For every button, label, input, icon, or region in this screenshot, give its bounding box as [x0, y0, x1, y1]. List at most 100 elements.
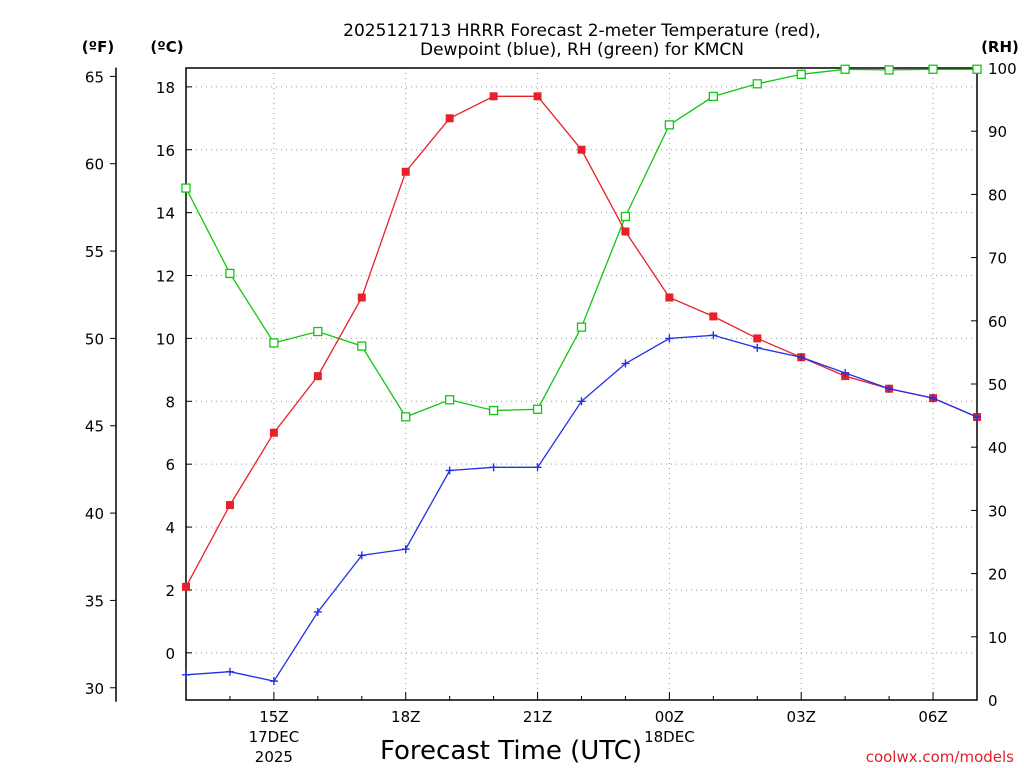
rh-point-13: [181, 183, 191, 193]
rh-tick-label-100: 100: [988, 60, 1017, 78]
rh-point-18: [401, 412, 411, 422]
celsius-tick-label-6: 6: [165, 456, 175, 474]
dewpoint-point-20: [489, 463, 498, 472]
x-tick-label-21Z: 21Z: [523, 708, 552, 726]
rh-point-26: [752, 79, 762, 89]
x-tick-label-00Z: 00Z: [655, 708, 684, 726]
rh-point-27: [796, 69, 806, 79]
rh-tick-label-40: 40: [988, 439, 1007, 457]
dewpoint-line: [185, 334, 978, 682]
dewpoint-point-24: [665, 334, 674, 343]
dewpoint-point-28: [841, 368, 850, 377]
plot-frame: [185, 67, 978, 701]
rh-point-19: [445, 395, 455, 405]
rh-tick-label-0: 0: [988, 692, 998, 710]
dewpoint-point-19: [445, 466, 454, 475]
dewpoint-point-14: [225, 667, 234, 676]
dewpoint-point-25: [709, 331, 718, 340]
x-tick-label-06Z: 06Z: [918, 708, 947, 726]
celsius-tick-label-8: 8: [165, 393, 175, 411]
temperature-point-14: [225, 501, 234, 510]
dewpoint-point-27: [797, 353, 806, 362]
grid: [186, 68, 977, 700]
temperature-point-25: [709, 312, 718, 321]
rh-point-15: [269, 338, 279, 348]
x-tick-sublabel-17DEC: 17DEC: [249, 728, 300, 746]
temperature-point-24: [665, 293, 674, 302]
rh-tick-label-30: 30: [988, 502, 1007, 520]
dewpoint-point-21: [533, 463, 542, 472]
rh-point-25: [708, 91, 718, 102]
fahrenheit-tick-label-35: 35: [85, 592, 104, 610]
dewpoint-point-30: [929, 394, 938, 403]
temperature-point-26: [753, 334, 762, 343]
axes: [110, 67, 978, 702]
rh-point-22: [576, 322, 587, 332]
credit-label: coolwx.com/models: [866, 748, 1014, 766]
x-tick-label-03Z: 03Z: [787, 708, 816, 726]
dewpoint-point-13: [182, 670, 190, 679]
celsius-tick-label-18: 18: [156, 79, 175, 97]
temperature-point-21: [533, 92, 542, 101]
rh-point-31: [972, 64, 982, 74]
x-tick-sublabel-18DEC: 18DEC: [644, 728, 695, 746]
rh-point-29: [884, 65, 894, 75]
celsius-tick-label-10: 10: [156, 330, 175, 348]
fahrenheit-tick-label-60: 60: [85, 156, 104, 174]
x-tick-label-15Z: 15Z: [259, 708, 288, 726]
fahrenheit-tick-label-40: 40: [85, 505, 104, 523]
temperature-point-23: [621, 227, 630, 236]
rh-point-17: [357, 341, 367, 351]
dewpoint-point-29: [885, 384, 894, 393]
temperature-point-22: [577, 145, 586, 154]
fahrenheit-tick-label-45: 45: [85, 418, 104, 436]
fahrenheit-tick-label-30: 30: [85, 680, 104, 698]
dewpoint-point-16: [313, 607, 322, 616]
series-lines: [181, 64, 982, 686]
rh-tick-label-80: 80: [988, 186, 1007, 204]
dewpoint-point-18: [401, 545, 410, 554]
rh-tick-label-50: 50: [988, 376, 1007, 394]
rh-point-20: [488, 405, 499, 416]
temperature-point-20: [489, 92, 498, 101]
dewpoint-point-23: [621, 359, 630, 368]
celsius-tick-label-16: 16: [156, 142, 175, 160]
dewpoint-point-26: [753, 343, 762, 352]
rh-tick-label-70: 70: [988, 250, 1007, 268]
rh-line: [185, 68, 977, 418]
celsius-tick-label-0: 0: [165, 645, 175, 663]
fahrenheit-tick-label-50: 50: [85, 330, 104, 348]
rh-point-24: [664, 120, 675, 130]
tick-labels: 0 2 4 6 8 10 12 14 16 18 30 35 40 45 50 55 60 65 0 10 20 30 40…: [85, 60, 1017, 766]
celsius-unit-label: (ºC): [150, 38, 183, 56]
temperature-point-17: [357, 293, 366, 302]
temperature-point-13: [182, 582, 190, 591]
rh-point-16: [313, 326, 323, 337]
rh-tick-label-90: 90: [988, 123, 1007, 141]
fahrenheit-tick-label-55: 55: [85, 243, 104, 261]
dewpoint-point-22: [577, 397, 586, 406]
temperature-point-19: [445, 114, 454, 123]
chart-title-line-2: Dewpoint (blue), RH (green) for KMCN: [420, 40, 744, 60]
dewpoint-point-15: [269, 677, 278, 686]
fahrenheit-unit-label: (ºF): [82, 38, 114, 56]
celsius-tick-label-12: 12: [156, 268, 175, 286]
rh-point-14: [225, 268, 235, 279]
celsius-tick-label-14: 14: [156, 205, 175, 223]
x-axis-label: Forecast Time (UTC): [380, 736, 642, 766]
rh-tick-label-20: 20: [988, 566, 1007, 584]
rh-point-30: [928, 64, 938, 74]
fahrenheit-tick-label-65: 65: [85, 68, 104, 86]
celsius-tick-label-4: 4: [165, 519, 175, 537]
dewpoint-point-17: [357, 551, 366, 560]
chart-title-line-1: 2025121713 HRRR Forecast 2-meter Tempera…: [343, 21, 821, 41]
rh-point-23: [620, 211, 631, 222]
temperature-point-16: [313, 372, 322, 381]
temperature-point-15: [269, 428, 278, 437]
rh-tick-label-10: 10: [988, 629, 1007, 647]
x-tick-label-18Z: 18Z: [391, 708, 420, 726]
rh-point-21: [532, 404, 543, 414]
celsius-tick-label-2: 2: [165, 582, 175, 600]
rh-unit-label: (RH): [981, 38, 1019, 56]
